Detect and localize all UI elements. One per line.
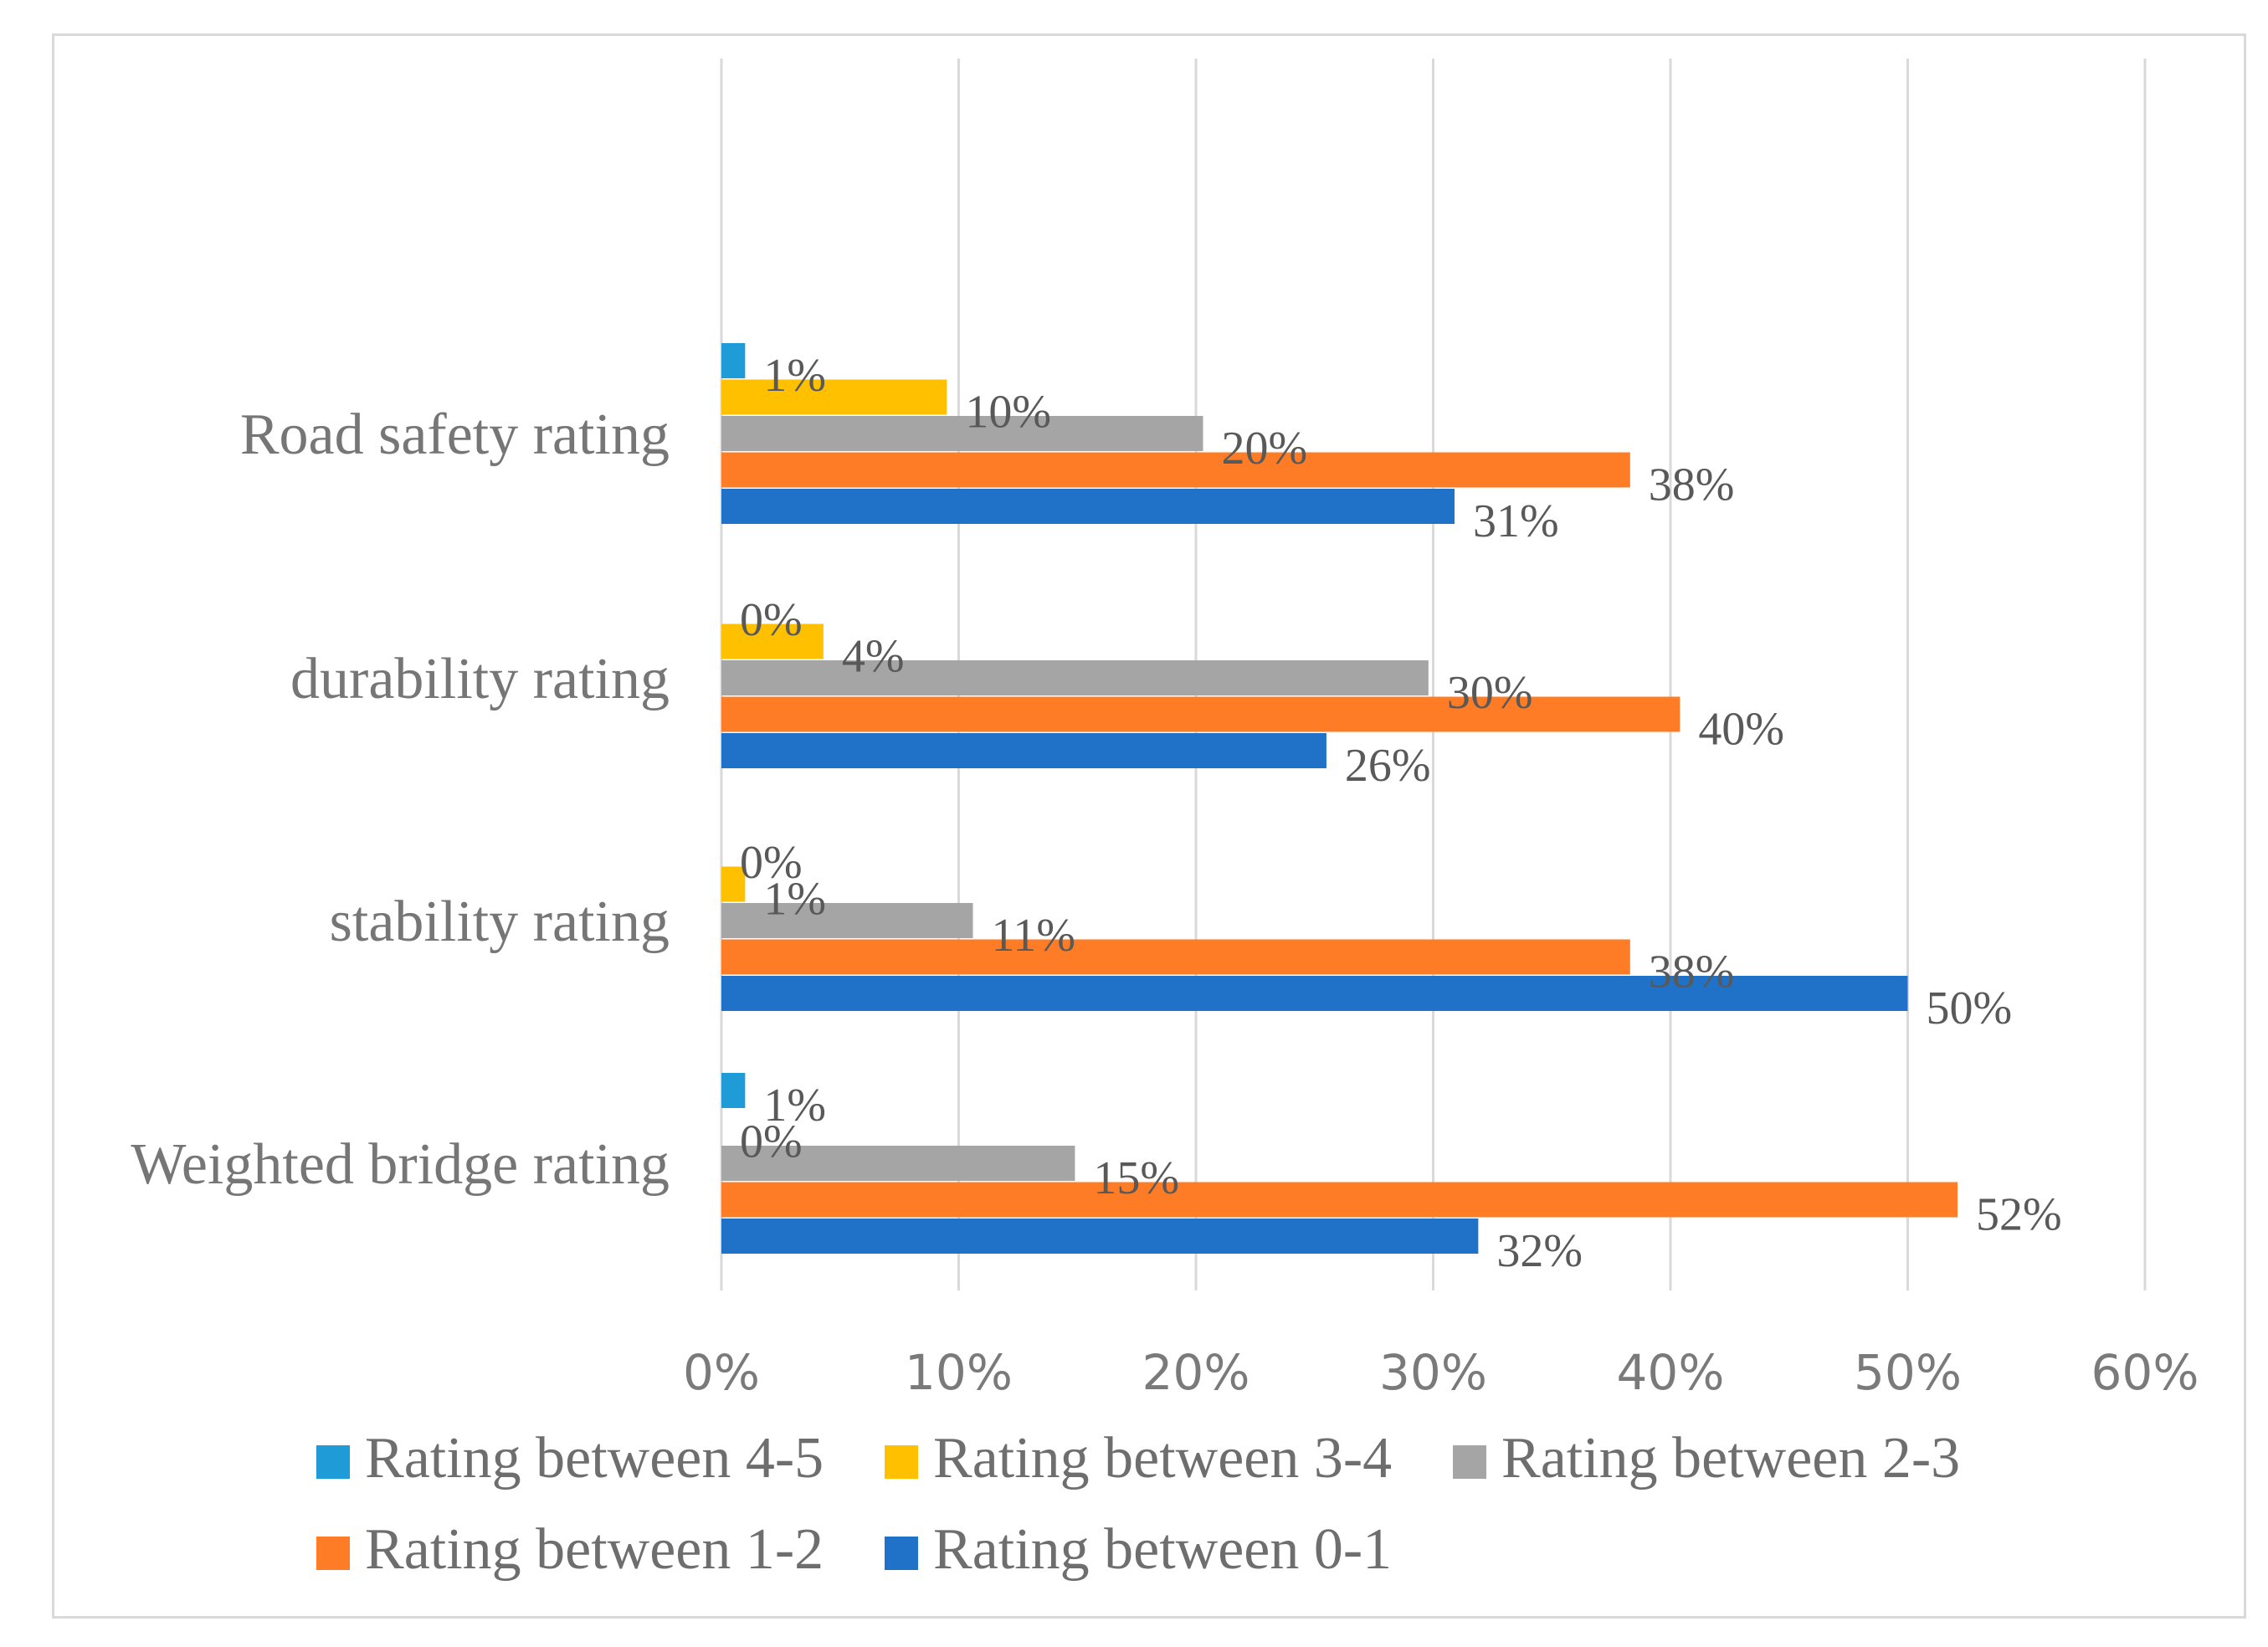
- category-label: stability rating: [330, 890, 670, 954]
- data-label: 40%: [1698, 704, 1784, 756]
- data-label: 11%: [992, 910, 1076, 962]
- legend-swatch: [316, 1537, 350, 1570]
- legend-label: Rating between 3-4: [933, 1426, 1392, 1491]
- data-label: 20%: [1222, 423, 1308, 475]
- x-tick-label: 10%: [905, 1344, 1013, 1401]
- bar: [721, 1182, 1958, 1218]
- x-tick-label: 0%: [683, 1344, 760, 1401]
- data-label: 15%: [1093, 1152, 1179, 1204]
- x-tick-label: 50%: [1854, 1344, 1962, 1401]
- legend-swatch: [316, 1445, 350, 1479]
- bar: [721, 733, 1326, 768]
- legend-swatch: [885, 1445, 918, 1479]
- data-label: 32%: [1496, 1225, 1583, 1277]
- bar: [721, 1219, 1479, 1254]
- bar: [721, 343, 746, 378]
- bar: [721, 866, 746, 902]
- value-labels: 1%10%20%38%31%0%4%30%40%26%0%1%11%38%50%…: [740, 350, 2062, 1277]
- legend: Rating between 4-5 Rating between 3-4 Rati…: [316, 1426, 1960, 1582]
- x-tick-label: 20%: [1142, 1344, 1250, 1401]
- legend-swatch: [885, 1537, 918, 1570]
- bar: [721, 1146, 1075, 1181]
- bar: [721, 416, 1203, 451]
- x-tick-label: 60%: [2091, 1344, 2199, 1401]
- bar: [721, 623, 824, 659]
- data-label: 26%: [1345, 740, 1431, 792]
- data-label: 0%: [740, 837, 803, 889]
- bar: [721, 976, 1908, 1011]
- bar: [721, 903, 973, 938]
- x-tick-label: 30%: [1379, 1344, 1487, 1401]
- data-label: 1%: [763, 350, 826, 402]
- data-label: 1%: [763, 874, 826, 926]
- bar: [721, 489, 1455, 524]
- data-label: 50%: [1927, 983, 2013, 1034]
- category-label: Weighted bridge rating: [131, 1132, 670, 1197]
- legend-label: Rating between 2-3: [1501, 1426, 1960, 1491]
- legend-label: Rating between 0-1: [933, 1517, 1392, 1582]
- data-label: 30%: [1447, 667, 1533, 719]
- data-label: 4%: [842, 631, 905, 683]
- category-labels: Road safety rating durability rating stabi…: [131, 403, 670, 1197]
- bar: [721, 452, 1630, 488]
- data-label: 10%: [965, 387, 1051, 439]
- bar: [721, 1073, 746, 1108]
- bar: [721, 939, 1630, 975]
- bar: [721, 660, 1429, 695]
- x-tick-label: 40%: [1617, 1344, 1725, 1401]
- legend-swatch: [1453, 1445, 1486, 1479]
- data-label: 0%: [740, 594, 803, 646]
- legend-label: Rating between 1-2: [365, 1517, 824, 1582]
- data-label: 38%: [1649, 459, 1735, 511]
- data-label: 31%: [1473, 495, 1559, 547]
- bars: [721, 343, 1958, 1254]
- data-label: 1%: [763, 1080, 826, 1131]
- category-label: Road safety rating: [240, 403, 670, 467]
- legend-label: Rating between 4-5: [365, 1426, 824, 1491]
- data-label: 38%: [1649, 947, 1735, 998]
- x-axis-tick-labels: 0% 10% 20% 30% 40% 50% 60%: [683, 1344, 2199, 1401]
- data-label: 0%: [740, 1116, 803, 1168]
- bar: [721, 379, 947, 415]
- bar: [721, 696, 1680, 732]
- chart-frame: [52, 33, 2246, 1619]
- data-label: 52%: [1976, 1189, 2062, 1241]
- category-label: durability rating: [290, 647, 670, 711]
